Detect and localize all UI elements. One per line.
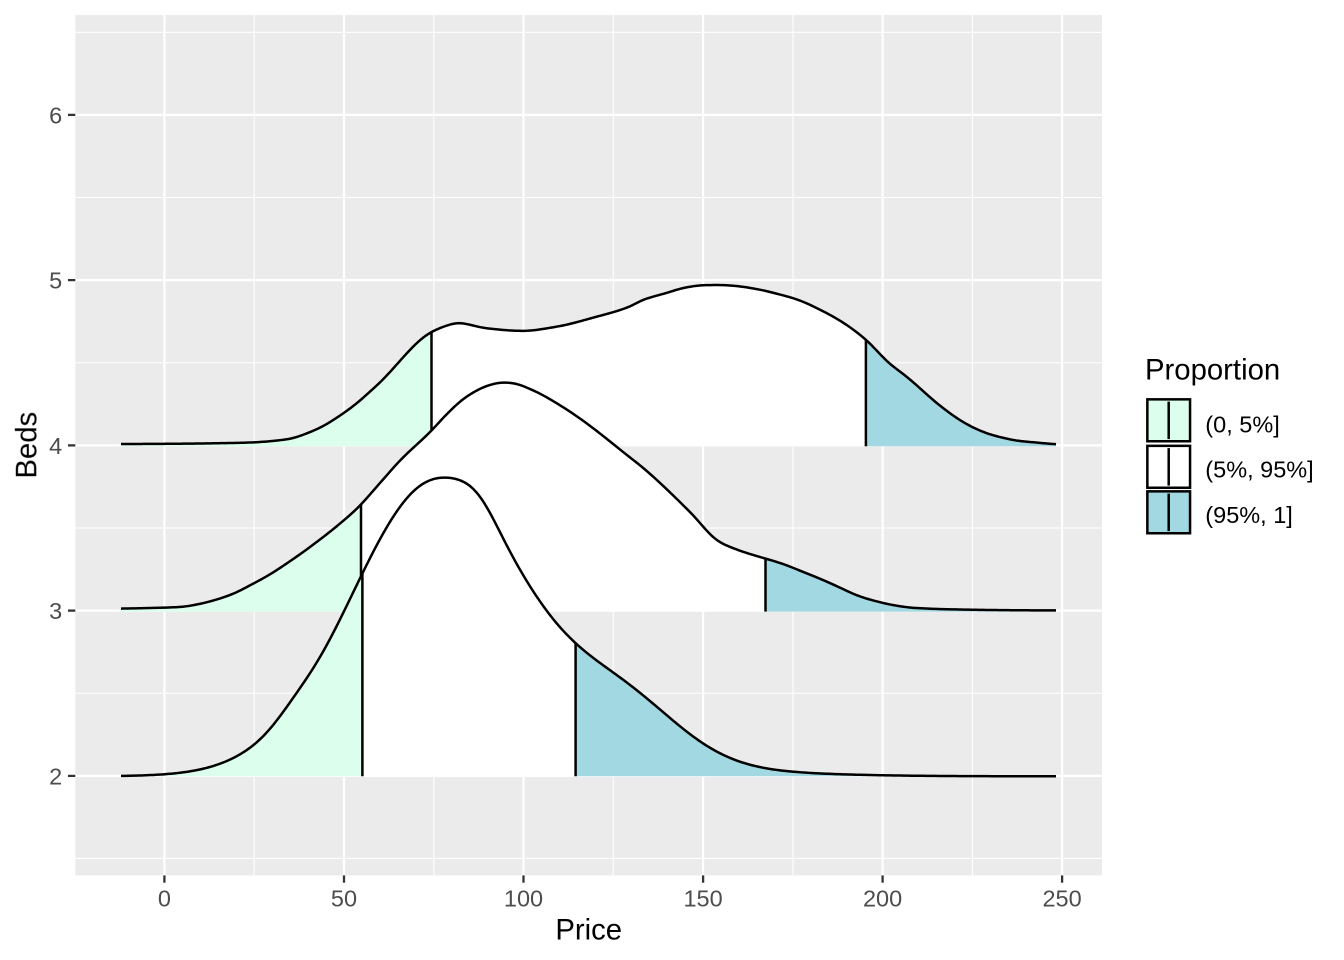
svg-text:100: 100 — [504, 886, 543, 912]
svg-text:0: 0 — [158, 886, 171, 912]
svg-text:150: 150 — [683, 886, 722, 912]
svg-text:50: 50 — [331, 886, 357, 912]
svg-text:Beds: Beds — [11, 412, 44, 479]
svg-text:5: 5 — [49, 268, 62, 294]
svg-text:Price: Price — [555, 914, 622, 947]
svg-text:Proportion: Proportion — [1145, 354, 1280, 387]
svg-text:(0, 5%]: (0, 5%] — [1205, 411, 1279, 437]
svg-text:6: 6 — [49, 102, 62, 128]
svg-text:2: 2 — [49, 763, 62, 789]
svg-text:3: 3 — [49, 598, 62, 624]
svg-text:(95%, 1]: (95%, 1] — [1205, 502, 1293, 528]
svg-text:4: 4 — [49, 433, 62, 459]
svg-text:(5%, 95%]: (5%, 95%] — [1205, 457, 1313, 483]
svg-text:250: 250 — [1042, 886, 1081, 912]
svg-text:200: 200 — [863, 886, 902, 912]
